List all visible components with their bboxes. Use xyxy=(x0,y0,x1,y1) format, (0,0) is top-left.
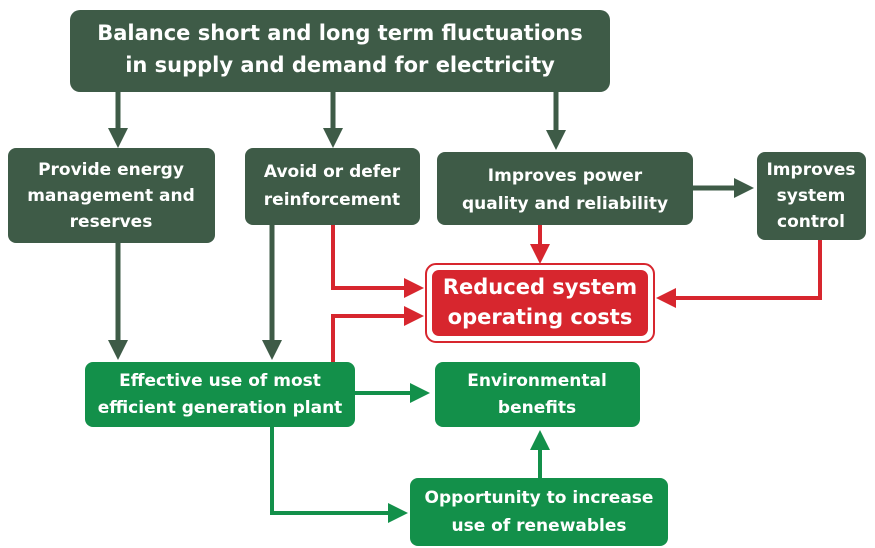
node-box xyxy=(70,10,610,92)
node-box xyxy=(410,478,668,546)
node-label: efficient generation plant xyxy=(98,398,343,418)
node-box xyxy=(757,152,866,240)
node-label: Provide energy xyxy=(38,160,184,180)
node-label: Opportunity to increase xyxy=(425,488,654,508)
node-label: management and xyxy=(27,186,195,206)
node-label: Balance short and long term fluctuations xyxy=(97,21,583,45)
node-label: reserves xyxy=(70,212,153,232)
node-label: system xyxy=(777,186,846,206)
node-label: Avoid or defer xyxy=(264,162,401,182)
node-box xyxy=(85,362,355,427)
node-box xyxy=(245,148,420,225)
node-label: Reduced system xyxy=(443,275,637,299)
node-box xyxy=(432,270,648,336)
node-box xyxy=(435,362,640,427)
node-label: quality and reliability xyxy=(462,194,668,214)
node-label: Effective use of most xyxy=(119,371,321,391)
node-box xyxy=(8,148,215,243)
node-label: Environmental xyxy=(467,371,607,391)
node-box xyxy=(437,152,693,225)
node-label: control xyxy=(777,212,845,232)
node-label: in supply and demand for electricity xyxy=(125,53,555,77)
node-label: Improves power xyxy=(488,166,643,186)
node-label: use of renewables xyxy=(451,516,626,536)
node-label: benefits xyxy=(498,398,576,418)
node-label: reinforcement xyxy=(264,190,400,210)
node-label: operating costs xyxy=(448,305,633,329)
node-label: Improves xyxy=(766,160,855,180)
arrows xyxy=(108,92,822,523)
